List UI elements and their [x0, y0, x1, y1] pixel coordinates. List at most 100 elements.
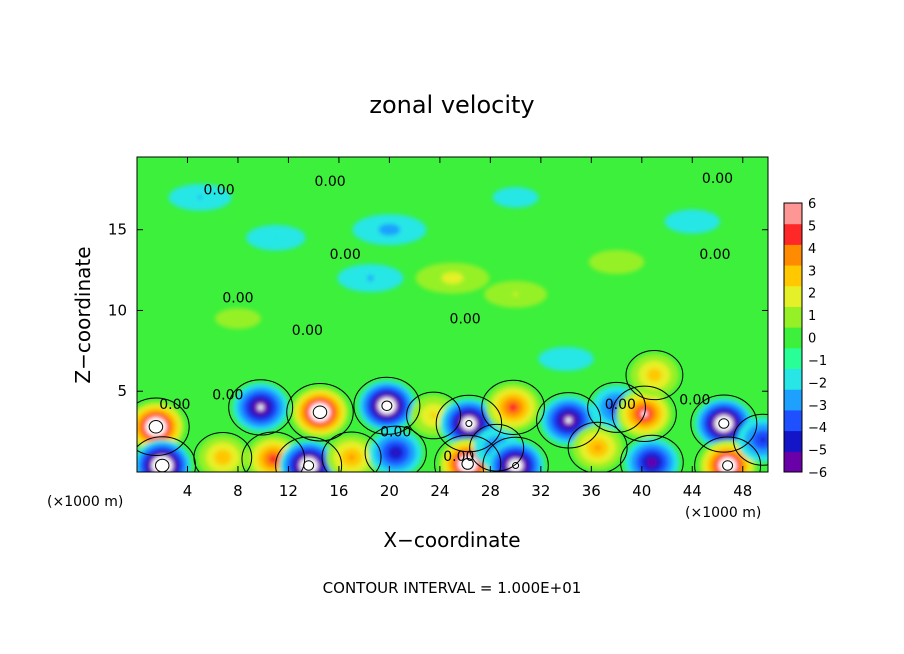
- field-level-12-7: [465, 461, 470, 466]
- contour-interval-note: CONTOUR INTERVAL = 1.000E+01: [323, 579, 582, 597]
- contour-ring-24: [732, 413, 768, 466]
- contour-ring-18: [587, 381, 646, 433]
- field-level-11-6: [465, 420, 472, 427]
- colorbar-band: [784, 430, 802, 452]
- field-level-28-1: [441, 272, 464, 285]
- x-tick-label: 40: [632, 482, 651, 500]
- field-level-14-4: [508, 402, 518, 412]
- contour-label: 0.00: [380, 425, 411, 441]
- contour-label: 0.00: [679, 392, 710, 408]
- contour-ring-13: [469, 423, 525, 472]
- colorbar-label: 4: [808, 242, 816, 257]
- contour-label: 0.00: [159, 397, 190, 413]
- x-tick-label: 36: [582, 482, 601, 500]
- contour-core-6: [303, 460, 315, 471]
- contour-label: 0.00: [222, 291, 253, 307]
- contour-label: 0.00: [702, 171, 733, 187]
- x-axis-label: X−coordinate: [383, 528, 520, 552]
- field-level-10-2: [430, 412, 437, 419]
- x-tick-label: 24: [430, 482, 449, 500]
- colorbar-band: [784, 389, 802, 411]
- x-tick-label: 12: [279, 482, 298, 500]
- field-level-15-6: [512, 462, 519, 469]
- contour-label: 0.00: [450, 312, 481, 328]
- field-level-18-3: [615, 406, 618, 409]
- x-tick-label: 4: [183, 482, 193, 500]
- contour-ring-5: [286, 382, 354, 442]
- contour-ring-3: [228, 379, 294, 436]
- colorbar-band: [784, 285, 802, 307]
- field-level-3-5: [257, 404, 264, 411]
- y-tick-label: 10: [108, 301, 127, 319]
- x-unit-left: (×1000 m): [47, 494, 123, 510]
- contour-ring-7: [321, 431, 382, 472]
- colorbar-label: 3: [808, 264, 816, 279]
- contour-label: 0.00: [203, 182, 234, 198]
- field-level-31-0: [664, 209, 720, 234]
- colorbar-label: 1: [808, 309, 816, 324]
- field-level-0-7: [152, 423, 159, 430]
- field-level-32-1: [198, 195, 202, 200]
- field-level-17-3: [594, 444, 601, 451]
- colorbar-label: −4: [808, 421, 827, 436]
- colorbar-label: −5: [808, 444, 827, 459]
- contour-ring-8: [353, 376, 421, 435]
- contour-labels: 0.00 0.00 0.00 0.00 0.00 0.00 0.00 0.00 0.00 0.00…: [159, 171, 733, 465]
- plot-frame: [136, 156, 769, 473]
- colorbar-label: 5: [808, 219, 816, 234]
- field-level-33-0: [492, 187, 539, 208]
- contour-ring-0: [137, 397, 190, 457]
- colorbar-band: [784, 327, 802, 349]
- colorbar-band: [784, 347, 802, 370]
- colorbar-frame: [783, 202, 803, 473]
- contour-ring-12: [434, 434, 502, 472]
- colorbar-label: −2: [808, 376, 827, 391]
- contour-label: 0.00: [605, 397, 636, 413]
- colorbar-band: [784, 306, 802, 328]
- field-level-9-4: [394, 451, 397, 454]
- x-tick-label: 28: [481, 482, 500, 500]
- contour-ring-21: [620, 434, 684, 472]
- contour-label: 0.00: [292, 323, 323, 339]
- contour-ring-4: [241, 431, 306, 472]
- field-level-27-1: [275, 237, 277, 239]
- contour-core-12: [461, 458, 474, 470]
- plot-area: [137, 157, 768, 472]
- contour-label: 0.00: [443, 449, 474, 465]
- field-level-22-6: [718, 418, 729, 429]
- colorbar-label: −3: [808, 399, 827, 414]
- colorbar: 6 5 4 3 2 1 0 −1 −2 −3 −4 −5 −6: [783, 197, 827, 481]
- field-level-23-6: [722, 460, 733, 471]
- contour-core-15: [512, 462, 520, 470]
- field-level-2-3: [222, 456, 224, 459]
- field-level-16-5: [565, 417, 572, 424]
- contour-ring-15: [482, 436, 549, 472]
- field-level-8-6: [381, 401, 392, 411]
- field-level-29-1: [513, 292, 518, 297]
- x-tick-label: 44: [683, 482, 702, 500]
- colorbar-label: 6: [808, 197, 816, 212]
- contour-core-5: [312, 405, 328, 419]
- contour-label: 0.00: [212, 387, 243, 403]
- x-tick-label: 32: [531, 482, 550, 500]
- contour-core-11: [465, 420, 473, 428]
- field-level-30-0: [588, 249, 645, 275]
- chart-title: zonal velocity: [369, 91, 534, 119]
- contour-core-23: [722, 460, 734, 471]
- field-level-7-3: [348, 454, 355, 461]
- y-axis-label: Z−coordinate: [71, 246, 95, 383]
- contour-ring-17: [567, 421, 628, 472]
- contour-ring-22: [690, 394, 758, 453]
- contour-label: 0.00: [330, 247, 361, 263]
- colorbar-label: 0: [808, 332, 816, 347]
- y-tick-label: 15: [108, 221, 127, 239]
- colorbar-label: −1: [808, 354, 827, 369]
- colorbar-label: 2: [808, 287, 816, 302]
- field-level-24-3: [759, 436, 766, 443]
- contour-ring-2: [193, 431, 253, 472]
- field-level-35-0: [538, 346, 594, 371]
- contour-label: 0.00: [699, 247, 730, 263]
- velocity-field: [137, 183, 768, 472]
- contour-ring-9: [364, 425, 427, 472]
